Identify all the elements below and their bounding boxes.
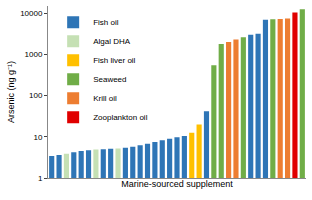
svg-text:Seaweed: Seaweed [93,75,126,84]
svg-text:10: 10 [33,133,42,142]
svg-text:Krill oil: Krill oil [93,94,117,103]
svg-text:Fish liver oil: Fish liver oil [93,56,135,65]
svg-text:1: 1 [38,174,43,183]
svg-text:Fish oil: Fish oil [93,18,119,27]
svg-text:10000: 10000 [20,9,43,18]
svg-text:Arsenic (ng g⁻¹): Arsenic (ng g⁻¹) [6,61,16,123]
svg-text:100: 100 [29,91,43,100]
svg-text:Marine-sourced supplement: Marine-sourced supplement [121,179,233,189]
svg-text:Algal DHA: Algal DHA [93,37,131,46]
svg-text:Zooplankton oil: Zooplankton oil [93,113,147,122]
svg-text:1000: 1000 [25,50,43,59]
